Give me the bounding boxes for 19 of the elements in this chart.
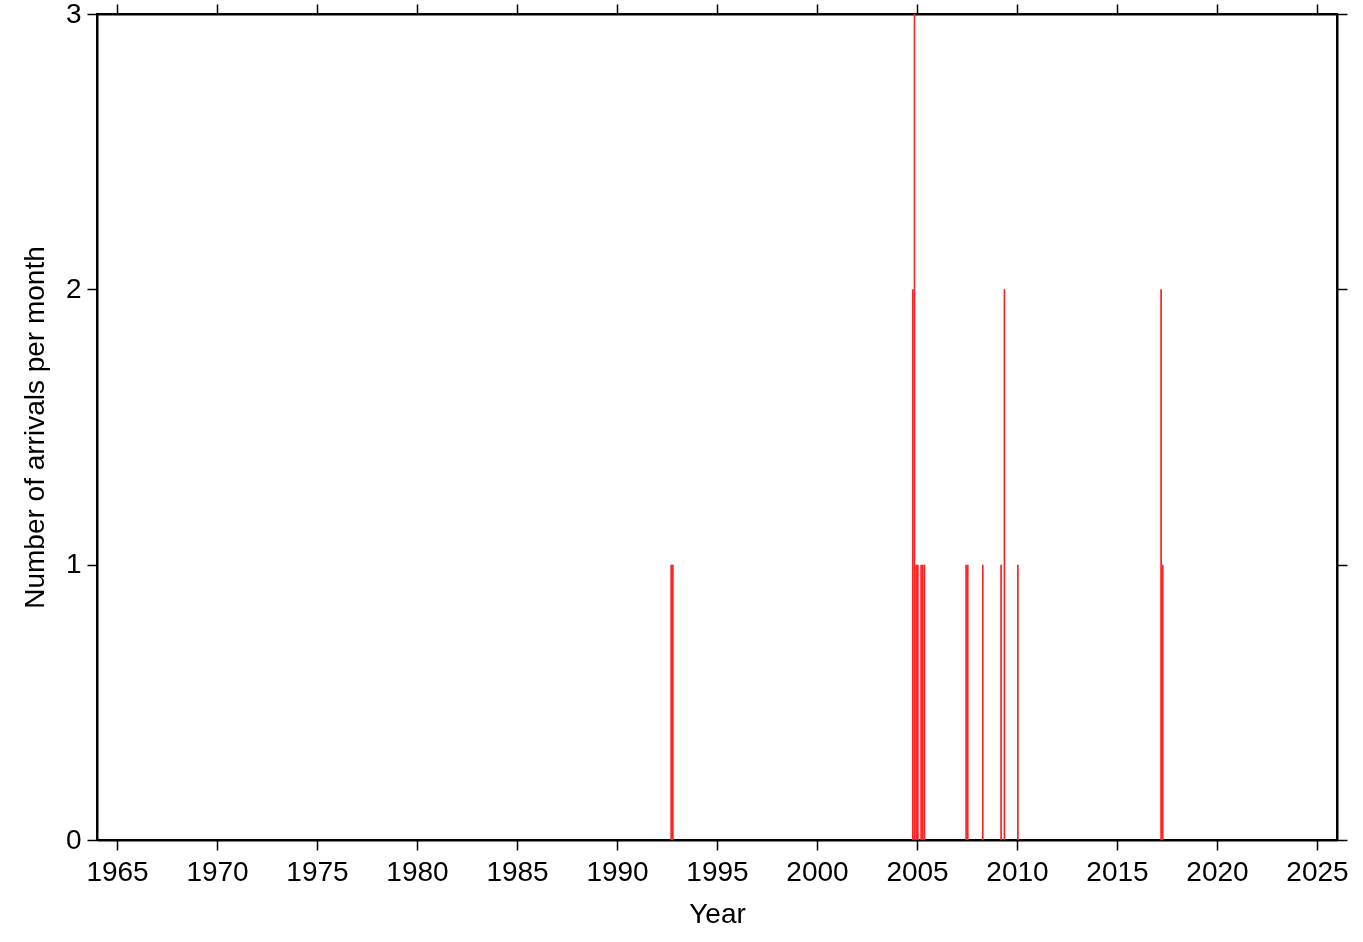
y-tick-label: 2 (65, 272, 82, 304)
x-tick-label: 2010 (986, 855, 1049, 887)
x-tick-label: 2000 (786, 855, 849, 887)
x-tick-label: 1965 (86, 855, 149, 887)
x-tick-label: 1970 (186, 855, 249, 887)
y-axis-title: Number of arrivals per month (18, 246, 50, 609)
y-tick-label: 3 (65, 0, 82, 29)
y-tick-label: 0 (65, 823, 82, 855)
x-tick-label: 1975 (286, 855, 349, 887)
x-tick-label: 1995 (686, 855, 749, 887)
x-tick-label: 2015 (1086, 855, 1149, 887)
x-tick-label: 2025 (1286, 855, 1349, 887)
x-tick-label: 1980 (386, 855, 449, 887)
x-tick-label: 1985 (486, 855, 549, 887)
y-tick-label: 1 (65, 548, 82, 580)
x-tick-label: 2020 (1186, 855, 1249, 887)
x-tick-label: 1990 (586, 855, 649, 887)
x-tick-label: 2005 (886, 855, 949, 887)
x-axis-title: Year (689, 897, 746, 929)
